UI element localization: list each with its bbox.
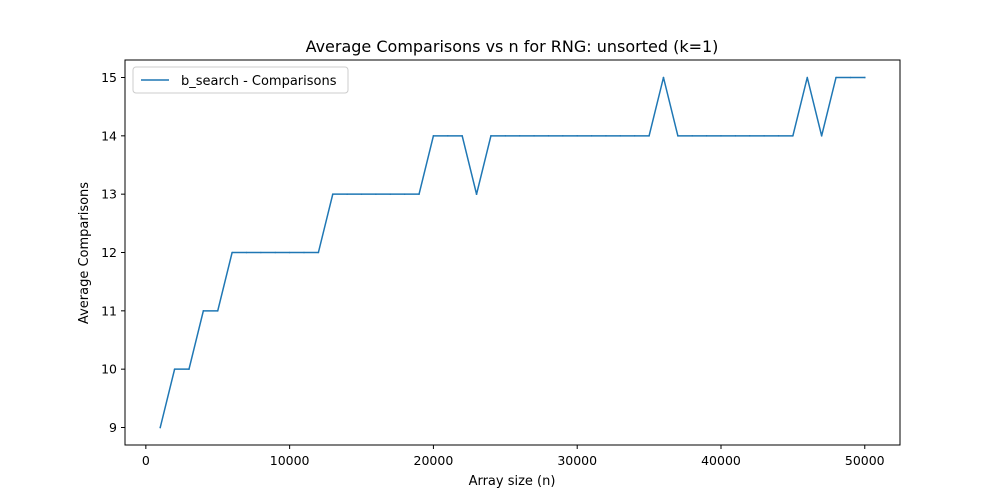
- data-point: [346, 193, 348, 195]
- data-point: [461, 135, 463, 137]
- data-point: [202, 310, 205, 312]
- x-axis-label: Array size (n): [469, 474, 556, 489]
- y-tick-label: 10: [101, 362, 117, 377]
- data-point: [849, 76, 852, 79]
- data-point: [274, 251, 277, 254]
- data-point: [216, 310, 219, 312]
- y-tick-label: 9: [109, 420, 117, 435]
- data-point: [288, 251, 291, 254]
- data-point: [835, 76, 837, 79]
- data-point: [619, 135, 622, 137]
- data-point: [331, 193, 334, 195]
- data-point: [303, 251, 305, 254]
- y-tick-label: 14: [101, 128, 117, 143]
- x-tick-label: 30000: [557, 453, 597, 468]
- data-point: [446, 135, 449, 137]
- x-tick-label: 0: [142, 453, 150, 468]
- y-tick-label: 15: [101, 70, 117, 85]
- y-tick-label: 11: [101, 303, 117, 318]
- data-point: [677, 135, 679, 137]
- chart-title: Average Comparisons vs n for RNG: unsort…: [306, 37, 719, 56]
- data-point: [792, 135, 794, 137]
- legend: b_search - Comparisons: [132, 66, 349, 94]
- data-point: [418, 193, 420, 195]
- series-line: [159, 76, 866, 429]
- data-point: [547, 135, 550, 137]
- data-point: [231, 251, 233, 254]
- data-point: [605, 135, 607, 137]
- data-point: [245, 251, 248, 254]
- data-point: [691, 135, 694, 137]
- data-point: [173, 368, 176, 370]
- data-point: [432, 135, 435, 137]
- data-point: [863, 76, 866, 79]
- data-point: [188, 368, 190, 370]
- data-point: [734, 135, 737, 137]
- data-point: [662, 76, 665, 79]
- x-tick-label: 20000: [414, 453, 454, 468]
- data-point: [705, 135, 708, 137]
- data-point: [490, 135, 492, 137]
- y-tick-label: 12: [101, 245, 117, 260]
- data-point: [576, 135, 579, 137]
- legend-box: [132, 66, 349, 94]
- data-point: [518, 135, 521, 137]
- data-point: [590, 135, 593, 137]
- data-point: [403, 193, 406, 195]
- data-point: [633, 135, 636, 137]
- data-point: [389, 193, 392, 195]
- data-point: [360, 193, 363, 195]
- data-point: [317, 251, 320, 254]
- data-point: [720, 135, 722, 137]
- data-point: [562, 135, 564, 137]
- data-point: [504, 135, 507, 137]
- data-point: [159, 426, 162, 429]
- x-tick-label: 10000: [270, 453, 310, 468]
- y-tick-label: 13: [101, 187, 117, 202]
- data-point: [777, 135, 780, 137]
- data-point: [375, 193, 377, 195]
- plot-area: 0 10000 20000 30000 40000 50000 9 10 11 12 13 14 15 b…: [101, 59, 901, 468]
- x-tick-label: 50000: [845, 453, 885, 468]
- data-point: [748, 135, 751, 137]
- data-point: [475, 193, 478, 195]
- data-point: [820, 135, 823, 137]
- legend-label: b_search - Comparisons: [181, 74, 337, 89]
- data-point: [763, 135, 765, 137]
- data-point: [648, 135, 650, 137]
- data-point: [806, 76, 809, 79]
- data-point: [533, 135, 535, 137]
- y-axis-label: Average Comparisons: [77, 182, 92, 324]
- data-point: [260, 251, 262, 254]
- x-tick-label: 40000: [701, 453, 741, 468]
